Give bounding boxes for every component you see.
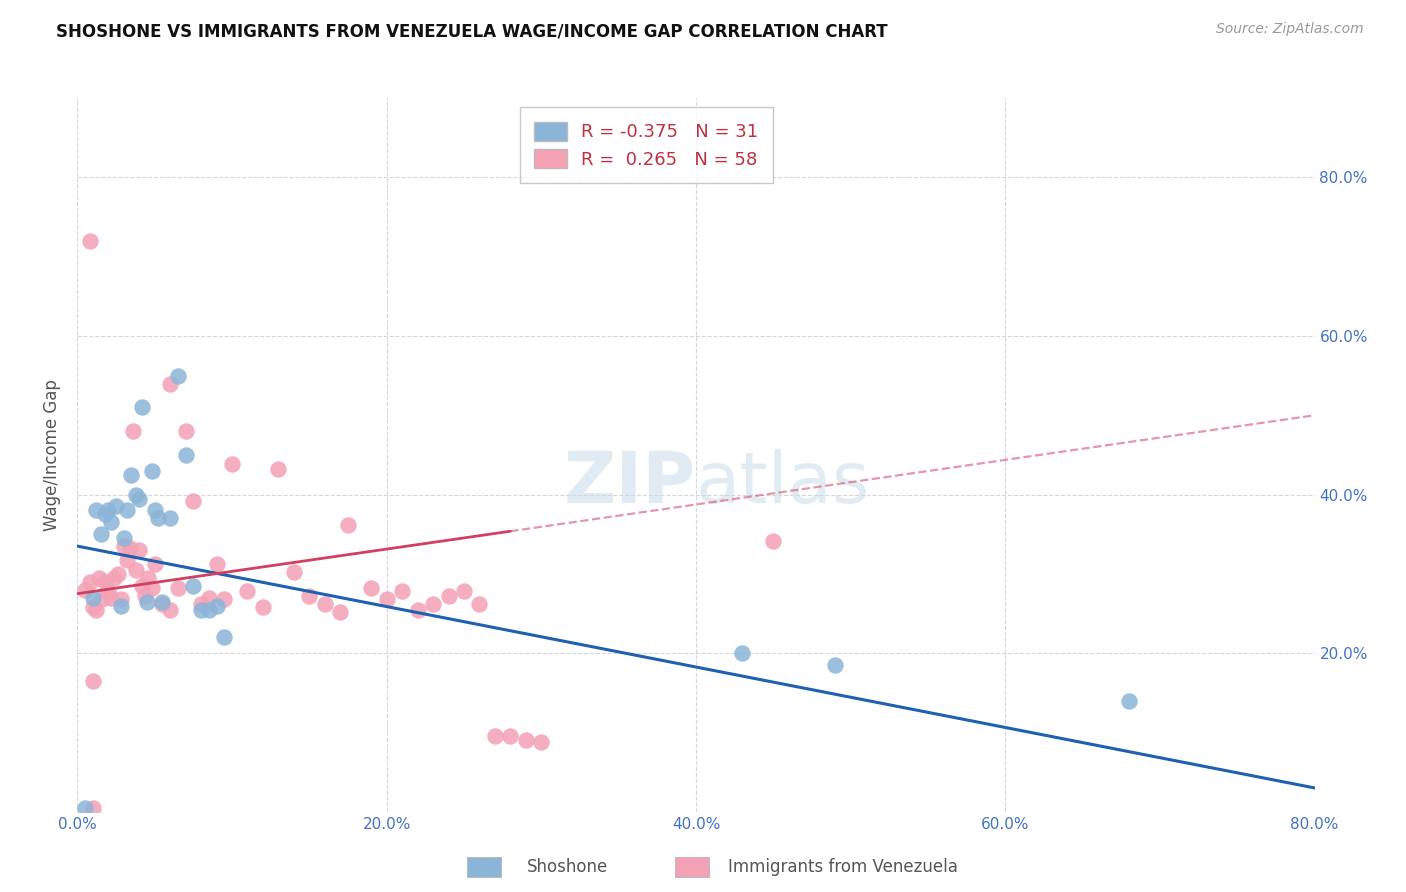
Point [131, 579, 153, 593]
Point [107, 566, 129, 581]
Point [499, 729, 522, 743]
Point [110, 599, 132, 613]
Point [84, 503, 107, 517]
Point [115, 503, 138, 517]
Point [190, 602, 212, 616]
Point [131, 401, 153, 415]
Point [141, 581, 163, 595]
Point [100, 516, 122, 530]
Point [97, 584, 120, 599]
Point [283, 566, 305, 580]
Point [128, 491, 150, 506]
Text: ZIP: ZIP [564, 449, 696, 518]
Point [360, 581, 382, 595]
Point [174, 424, 197, 438]
Point [115, 552, 138, 566]
Point [143, 503, 166, 517]
Point [183, 579, 205, 593]
Point [100, 591, 122, 605]
Point [190, 597, 212, 611]
Point [159, 602, 181, 616]
Text: Shoshone: Shoshone [527, 858, 609, 876]
Text: atlas: atlas [696, 449, 870, 518]
Point [174, 448, 197, 462]
Point [159, 511, 181, 525]
Point [82, 801, 104, 815]
Text: SHOSHONE VS IMMIGRANTS FROM VENEZUELA WAGE/INCOME GAP CORRELATION CHART: SHOSHONE VS IMMIGRANTS FROM VENEZUELA WA… [56, 22, 887, 40]
Point [128, 543, 150, 558]
Point [82, 600, 104, 615]
Point [82, 673, 104, 688]
Point [329, 605, 352, 619]
Point [167, 581, 190, 595]
Point [152, 597, 174, 611]
Point [515, 733, 537, 747]
Point [314, 597, 336, 611]
Point [87, 571, 110, 585]
Point [375, 592, 398, 607]
Point [75, 801, 96, 815]
Point [437, 589, 460, 603]
Point [1118, 694, 1140, 708]
Point [79, 234, 101, 248]
Point [221, 458, 243, 472]
Legend: R = -0.375   N = 31, R =  0.265   N = 58: R = -0.375 N = 31, R = 0.265 N = 58 [520, 107, 773, 183]
Point [75, 582, 96, 597]
Point [824, 658, 846, 673]
Point [138, 571, 160, 585]
Point [125, 563, 148, 577]
Point [84, 602, 107, 616]
Point [214, 592, 236, 607]
Point [94, 508, 117, 522]
Point [121, 467, 143, 482]
Point [205, 558, 228, 572]
Point [112, 531, 135, 545]
Point [298, 589, 321, 603]
Point [105, 500, 128, 514]
Point [468, 597, 491, 611]
Point [530, 735, 553, 749]
Point [453, 584, 475, 599]
Point [97, 503, 120, 517]
Point [91, 592, 114, 607]
Point [79, 574, 101, 589]
Point [267, 462, 290, 476]
Point [110, 592, 132, 607]
Point [406, 602, 429, 616]
Point [236, 584, 259, 599]
Point [337, 517, 360, 532]
Point [143, 558, 166, 572]
Text: Immigrants from Venezuela: Immigrants from Venezuela [728, 858, 957, 876]
Point [146, 511, 169, 525]
Point [94, 574, 117, 589]
Point [198, 591, 221, 605]
Point [484, 729, 506, 743]
Point [122, 424, 145, 438]
Point [159, 376, 181, 391]
Point [762, 533, 785, 548]
Point [214, 630, 236, 644]
Point [134, 589, 156, 603]
Point [152, 594, 174, 608]
Point [422, 597, 444, 611]
Text: Source: ZipAtlas.com: Source: ZipAtlas.com [1216, 22, 1364, 37]
Point [391, 584, 413, 599]
Point [183, 494, 205, 508]
Point [118, 541, 141, 556]
Point [82, 591, 104, 605]
Y-axis label: Wage/Income Gap: Wage/Income Gap [44, 379, 62, 531]
Point [167, 368, 190, 383]
Point [141, 464, 163, 478]
Point [90, 527, 112, 541]
Point [112, 539, 135, 553]
Point [136, 594, 159, 608]
Point [103, 571, 125, 585]
Point [125, 487, 148, 501]
Point [252, 600, 274, 615]
Point [731, 646, 754, 660]
Point [205, 599, 228, 613]
Point [198, 602, 221, 616]
